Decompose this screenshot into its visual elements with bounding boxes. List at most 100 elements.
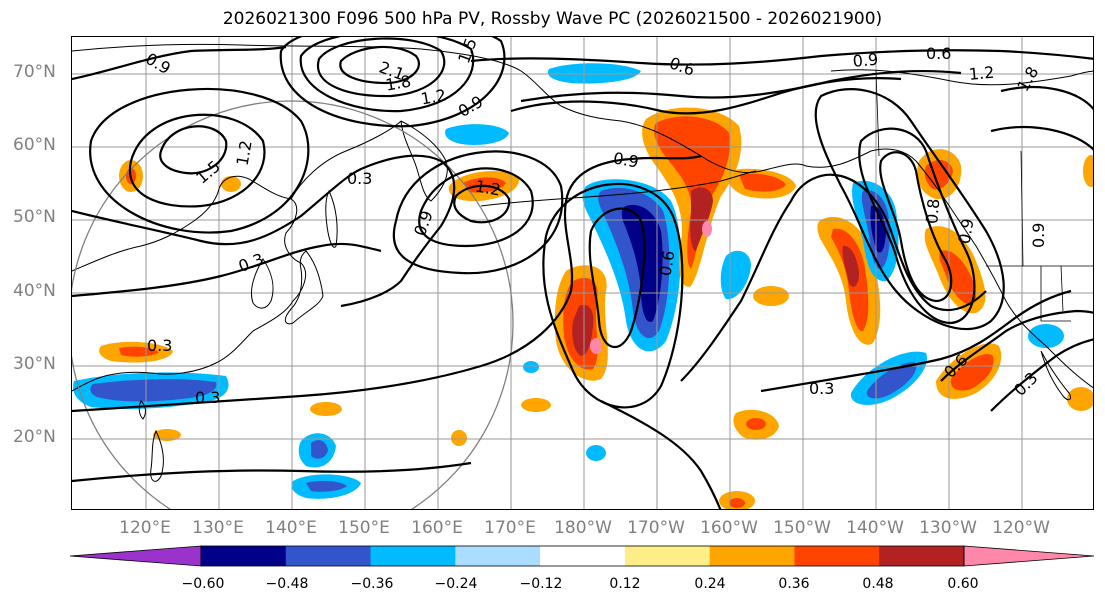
map-panel: 0.9 1.5 2.1 1.8 1.2 0.9 0.6 0.9 0.6 1.2 … — [71, 36, 1094, 510]
contour-0-3-b — [72, 242, 382, 298]
shade-neg-okhotsk — [445, 124, 509, 145]
clabel-10: 1.8 — [1013, 63, 1042, 95]
contour-0-6-coast — [940, 309, 1093, 382]
contour-siberia-1 — [159, 125, 228, 175]
lat-label-60n: 60°N — [13, 135, 56, 155]
border-us-states-a — [1040, 266, 1071, 322]
colorbar-segment-5 — [624, 546, 711, 566]
shade-neg-china-inner — [90, 379, 217, 402]
clabel-19: 0.3 — [147, 336, 172, 355]
cb-tick-8: 0.48 — [862, 576, 894, 592]
lon-label-150e: 150°E — [338, 518, 390, 538]
cb-tick-7: 0.36 — [778, 576, 810, 592]
contour-arctic-low-4 — [279, 37, 506, 128]
contour-big-trough-2 — [542, 183, 684, 409]
shade-neg-small-i — [1028, 324, 1064, 348]
clabel-8: 0.6 — [926, 44, 951, 63]
contour-canada-high — [1000, 85, 1093, 111]
clabel-23: 0.3 — [1010, 368, 1041, 399]
clabel-24: 0.9 — [954, 217, 977, 245]
pv-contours — [72, 37, 1093, 509]
contour-kamchatka-low-2 — [418, 167, 534, 248]
clabel-3: 1.8 — [384, 71, 412, 94]
distance-circle — [72, 100, 514, 509]
cb-tick-4: −0.12 — [519, 576, 563, 592]
contour-0-3-east — [680, 173, 987, 382]
shade-neg-138w-core — [870, 205, 886, 253]
clabel-26: 0.9 — [1029, 223, 1048, 248]
coast-japan — [284, 250, 324, 325]
shade-pos-small-c — [310, 402, 342, 416]
clabel-20: 0.3 — [195, 388, 220, 407]
colorbar-segment-0 — [201, 546, 287, 566]
contour-0-9-alaska — [510, 77, 902, 115]
lat-label-40n: 40°N — [13, 281, 56, 301]
contour-0-3-asia — [72, 154, 456, 308]
shade-pos-small-d — [521, 398, 551, 412]
lon-label-120e: 120°E — [119, 518, 171, 538]
borders — [875, 70, 1093, 322]
contour-0-9-north — [520, 69, 962, 103]
colorbar — [70, 545, 1095, 567]
coast-asia — [72, 175, 306, 392]
contour-0-3-south — [600, 400, 722, 509]
border-alaska-canada — [875, 70, 880, 157]
contour-arctic-low-3 — [299, 37, 475, 113]
border-canada-inner — [1020, 150, 1024, 267]
clabel-14: 0.9 — [612, 148, 640, 171]
coast-sakhalin — [325, 189, 338, 248]
shade-pos-120e-inner — [119, 346, 159, 357]
colorbar-segment-3 — [455, 546, 541, 566]
colorbar-segment-1 — [285, 546, 372, 566]
shade-pos-ridge-peak — [702, 221, 712, 237]
shade-pos-small-j — [1067, 387, 1093, 411]
shade-pos-small-k — [1083, 155, 1093, 187]
shade-pos-145w-core — [842, 245, 859, 287]
lon-label-170w: 170°W — [627, 518, 685, 538]
lon-label-130e: 130°E — [192, 518, 244, 538]
lon-label-150w: 150°W — [773, 518, 831, 538]
contour-east-big — [814, 88, 1005, 331]
colorbar-segment-8 — [879, 546, 965, 566]
contour-arctic-low-1 — [339, 45, 420, 85]
contour-canada-high-2 — [990, 125, 1093, 151]
contour-ridge-low-1 — [879, 151, 953, 303]
shade-neg-150e-inner — [306, 480, 347, 492]
shade-neg-small-g — [586, 445, 606, 461]
clabel-15: 1.2 — [474, 176, 502, 199]
clabel-21: 0.3 — [809, 379, 834, 398]
contour-0-6-north — [470, 49, 1093, 66]
shade-pos-small-f — [451, 430, 467, 446]
cb-tick-1: −0.48 — [265, 576, 309, 592]
shade-neg-arctic — [547, 63, 641, 84]
lat-label-50n: 50°N — [13, 207, 56, 227]
shade-pos-155w-inner — [739, 173, 786, 192]
coast-aleutians — [480, 170, 757, 207]
shade-pos-ridge-core — [690, 187, 713, 251]
clabel-4: 1.2 — [419, 85, 447, 108]
shade-neg-145e-inner — [311, 440, 328, 459]
contour-big-trough-1 — [588, 207, 646, 349]
map-title: 2026021300 F096 500 hPa PV, Rossby Wave … — [222, 9, 883, 29]
coast-baja — [1040, 350, 1072, 401]
colorbar-segment-7 — [794, 546, 880, 566]
contour-south-pacific — [72, 461, 472, 483]
shade-pos-178e-peak — [590, 338, 602, 354]
cb-tick-5: 0.12 — [609, 576, 641, 592]
shade-neg-small-l — [523, 361, 539, 373]
contour-ridge-low-2 — [858, 127, 976, 325]
lon-label-130w: 130°W — [919, 518, 977, 538]
shade-pos-178e-core — [572, 304, 594, 356]
lat-label-70n: 70°N — [13, 62, 56, 82]
shade-pos-125w-inner — [950, 353, 994, 391]
lon-label-180w: 180°W — [554, 518, 612, 538]
cb-tick-0: −0.60 — [181, 576, 225, 592]
map-canvas: 0.9 1.5 2.1 1.8 1.2 0.9 0.6 0.9 0.6 1.2 … — [72, 37, 1093, 509]
contour-arctic-low-2 — [316, 37, 446, 98]
cb-tick-9: 0.60 — [947, 576, 979, 592]
contour-siberia-3 — [89, 87, 310, 234]
coast-okhotsk — [290, 120, 402, 200]
clabel-17: 0.9 — [410, 208, 437, 238]
coast-philippines — [150, 429, 164, 482]
colorbar-segment-4 — [540, 546, 626, 566]
